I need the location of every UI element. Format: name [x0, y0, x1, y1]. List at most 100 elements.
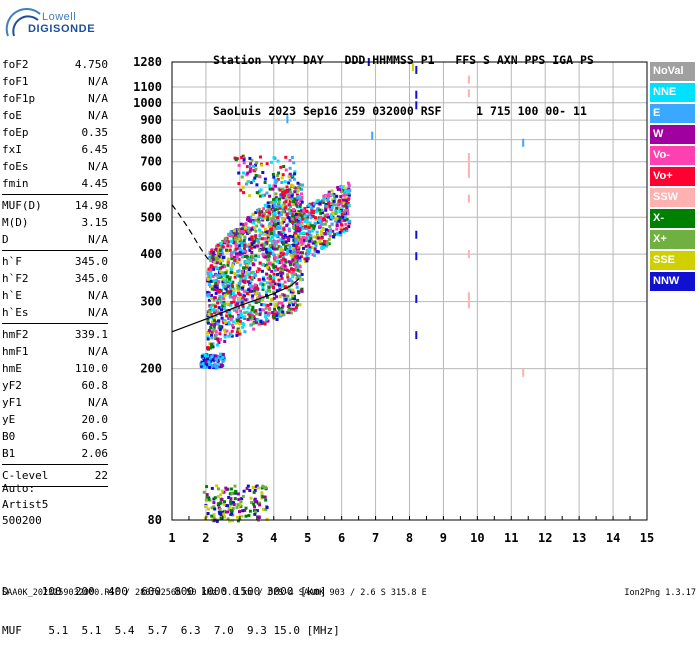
echo-point	[227, 320, 231, 324]
echo-point	[229, 316, 233, 320]
echo-point	[295, 285, 299, 289]
legend-item: X+	[650, 230, 695, 249]
echo-point	[220, 364, 224, 368]
echo-point	[296, 268, 300, 272]
echo-point	[273, 233, 276, 237]
echo-point	[287, 247, 291, 251]
echo-point	[291, 221, 295, 225]
echo-point	[298, 204, 302, 208]
echo-point	[311, 241, 315, 245]
echo-point	[235, 506, 239, 510]
echo-point	[287, 175, 291, 179]
echo-point	[250, 315, 254, 319]
muf-table: D 100 200 400 600 800 1000 1500 3000 [km…	[2, 559, 340, 650]
param-name: foF1p	[2, 92, 36, 105]
echo-point	[279, 238, 283, 242]
echo-point	[210, 330, 214, 334]
echo-point	[259, 223, 263, 227]
echo-point	[264, 319, 268, 323]
echo-point	[271, 311, 275, 314]
param-separator	[2, 323, 108, 324]
echo-point	[280, 265, 284, 269]
echo-point	[313, 240, 317, 244]
echo-point	[235, 255, 239, 259]
echo-point	[266, 262, 270, 266]
echo-point	[242, 323, 246, 327]
echo-point	[305, 259, 309, 263]
echo-point	[330, 207, 334, 211]
echo-point	[289, 311, 293, 315]
echo-point	[258, 234, 262, 238]
param-row: B1 2.06	[0, 445, 110, 462]
echo-series-point	[415, 294, 418, 303]
echo-point	[305, 257, 308, 261]
echo-point	[290, 194, 294, 198]
echo-point	[294, 255, 298, 259]
echo-point	[281, 193, 285, 197]
echo-point	[296, 185, 300, 189]
echo-point	[294, 212, 298, 216]
echo-point	[279, 246, 283, 249]
echo-point	[225, 314, 229, 318]
echo-point	[251, 322, 255, 326]
echo-point	[253, 489, 257, 492]
echo-point	[286, 212, 289, 216]
echo-point	[250, 313, 254, 317]
echo-point	[322, 245, 325, 249]
echo-point	[268, 184, 272, 188]
echo-point	[287, 181, 291, 185]
echo-point	[294, 232, 298, 236]
echo-point	[315, 241, 319, 245]
echo-point	[277, 307, 281, 311]
echo-point	[230, 283, 234, 287]
echo-point	[278, 261, 282, 265]
true-height-profile-curve	[171, 204, 210, 261]
echo-series-point	[467, 292, 470, 301]
echo-point	[345, 218, 349, 222]
echo-point	[272, 200, 276, 204]
echo-point	[254, 234, 258, 238]
echo-point	[235, 257, 239, 261]
echo-point	[276, 268, 279, 272]
echo-point	[346, 181, 350, 185]
echo-point	[234, 491, 238, 495]
echo-point	[267, 254, 271, 258]
echo-point	[288, 234, 292, 238]
echo-point	[248, 509, 252, 513]
echo-point	[231, 323, 234, 327]
x-tick-label: 6	[338, 531, 345, 545]
echo-point	[277, 245, 281, 249]
echo-point	[280, 308, 284, 312]
echo-point	[237, 291, 240, 295]
echo-point	[265, 290, 268, 294]
param-name: hmF1	[2, 345, 29, 358]
echo-point	[253, 505, 256, 509]
echo-point	[338, 230, 342, 234]
echo-point	[307, 226, 311, 229]
echo-point	[266, 257, 270, 261]
echo-point	[211, 253, 215, 257]
echo-point	[293, 253, 297, 257]
echo-point	[247, 288, 251, 292]
echo-point	[258, 501, 262, 505]
echo-point	[206, 357, 210, 361]
echo-point	[243, 330, 247, 334]
echo-point	[232, 503, 236, 506]
echo-point	[206, 512, 210, 515]
echo-point	[212, 501, 216, 505]
echo-point	[287, 227, 291, 231]
echo-point	[267, 224, 271, 228]
echo-point	[250, 251, 254, 254]
plot-frame	[171, 61, 648, 521]
y-tick-label: 200	[140, 362, 162, 376]
echo-point	[245, 271, 248, 275]
echo-point	[322, 194, 326, 198]
echo-scatter	[199, 58, 525, 523]
echo-point	[254, 167, 258, 171]
echo-point	[221, 259, 225, 262]
echo-point	[210, 293, 213, 297]
echo-point	[228, 519, 232, 523]
echo-point	[287, 288, 291, 292]
echo-point	[256, 208, 259, 212]
echo-point	[238, 274, 242, 278]
